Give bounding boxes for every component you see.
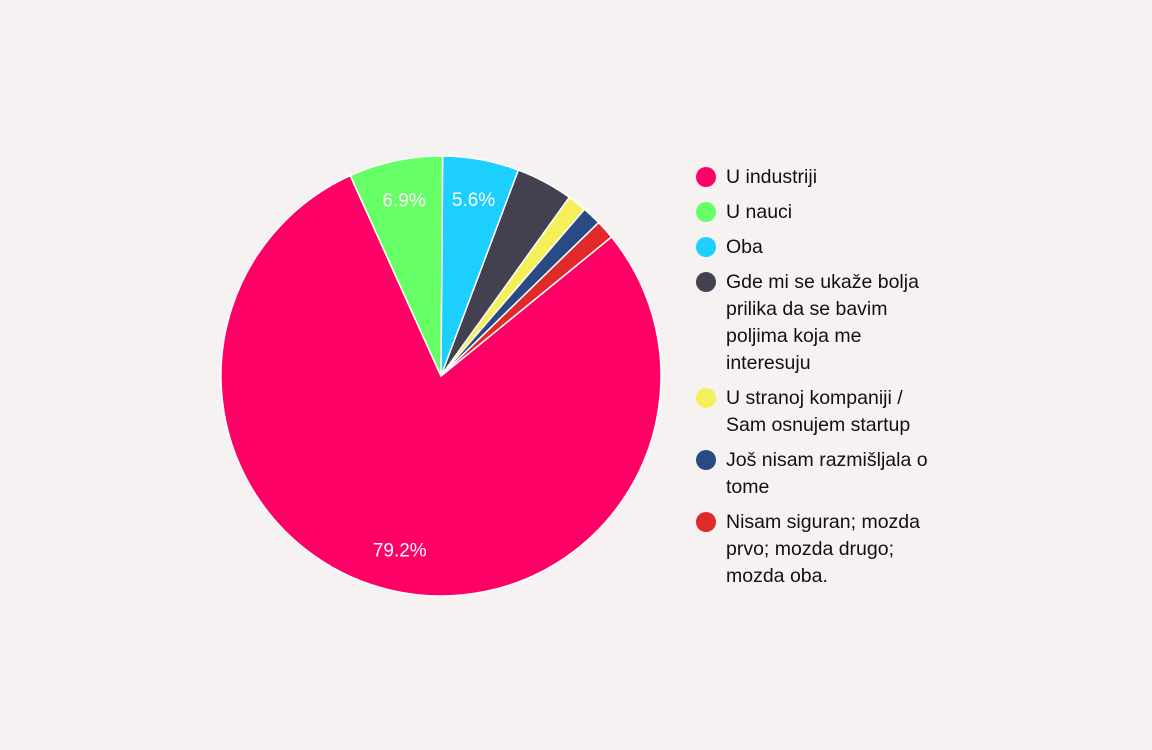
chart-legend: U industriji U nauci Oba Gde mi se ukaže bo… — [696, 164, 946, 598]
legend-label: Oba — [726, 234, 763, 261]
legend-item-1[interactable]: U nauci — [696, 199, 946, 226]
legend-item-0[interactable]: U industriji — [696, 164, 946, 191]
legend-swatch-icon — [696, 512, 716, 532]
legend-label: U nauci — [726, 199, 792, 226]
legend-swatch-icon — [696, 237, 716, 257]
legend-label: U industriji — [726, 164, 817, 191]
legend-label: Nisam siguran; mozda prvo; mozda drugo; … — [726, 509, 946, 590]
legend-swatch-icon — [696, 388, 716, 408]
legend-item-5[interactable]: Još nisam razmišljala o tome — [696, 447, 946, 501]
legend-swatch-icon — [696, 272, 716, 292]
legend-swatch-icon — [696, 167, 716, 187]
legend-label: Još nisam razmišljala o tome — [726, 447, 946, 501]
legend-swatch-icon — [696, 450, 716, 470]
legend-item-3[interactable]: Gde mi se ukaže bolja prilika da se bavi… — [696, 269, 946, 377]
legend-item-6[interactable]: Nisam siguran; mozda prvo; mozda drugo; … — [696, 509, 946, 590]
legend-item-2[interactable]: Oba — [696, 234, 946, 261]
slice-data-label-2: 5.6% — [452, 190, 495, 211]
legend-label: U stranoj kompaniji / Sam osnujem startu… — [726, 385, 946, 439]
slice-data-label-0: 79.2% — [373, 541, 427, 562]
legend-label: Gde mi se ukaže bolja prilika da se bavi… — [726, 269, 946, 377]
legend-item-4[interactable]: U stranoj kompaniji / Sam osnujem startu… — [696, 385, 946, 439]
slice-data-label-1: 6.9% — [382, 191, 425, 212]
legend-swatch-icon — [696, 202, 716, 222]
